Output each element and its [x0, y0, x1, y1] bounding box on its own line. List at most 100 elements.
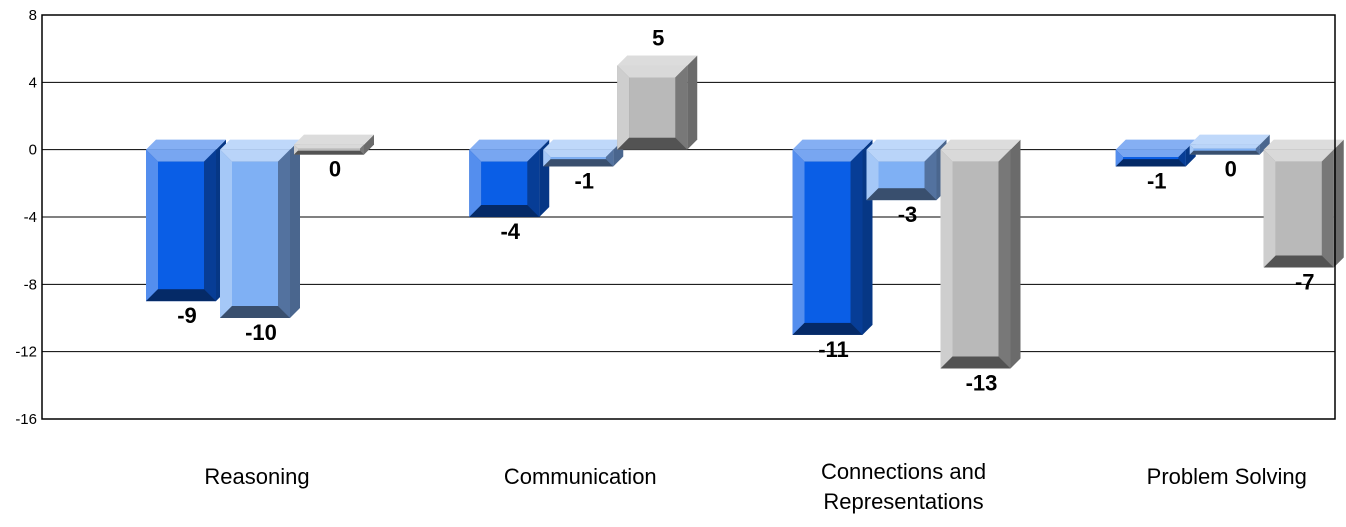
y-tick-label: 4	[29, 74, 37, 91]
bar-bevel-bottom	[940, 356, 1011, 369]
bar-bevel-top	[1189, 144, 1260, 149]
bar-bevel-left	[866, 149, 879, 201]
bar-bevel-top	[146, 149, 216, 162]
bar-side	[687, 55, 698, 150]
bar-bevel-right	[278, 149, 290, 318]
bar-bevel-left	[543, 149, 551, 167]
data-label: -10	[245, 320, 277, 345]
bar-bevel-bottom	[617, 137, 688, 150]
bar	[294, 134, 374, 155]
category-label-line: Problem Solving	[1147, 464, 1307, 489]
labels: 840-4-8-12-16-9-100Reasoning-4-15Communi…	[15, 7, 1314, 514]
category-label-line: Reasoning	[204, 464, 309, 489]
category-label: Problem Solving	[1147, 464, 1307, 489]
bar-side	[1010, 139, 1021, 369]
bar-bevel-top	[940, 149, 1011, 162]
bar-face	[481, 161, 528, 205]
bar-bevel-right	[1321, 149, 1334, 268]
bar-bevel-top	[220, 149, 290, 162]
bar	[543, 139, 624, 167]
bar-bevel-right	[850, 149, 863, 335]
data-label: -1	[1147, 169, 1167, 194]
bar-face	[629, 77, 676, 138]
category-label-line: Representations	[823, 489, 983, 514]
bar	[1263, 139, 1344, 268]
bar-side	[1333, 139, 1344, 268]
bar-bevel-left	[469, 149, 482, 217]
bar-bevel-top	[1115, 149, 1186, 158]
bar-bevel-right	[360, 144, 364, 155]
plot-frame	[41, 14, 1336, 420]
category-label-line: Connections and	[821, 459, 986, 484]
bar-face	[952, 161, 999, 357]
y-tick-label: 8	[29, 7, 37, 24]
bar-top	[1115, 139, 1196, 150]
bar-side	[290, 139, 300, 318]
bar-bevel-top	[469, 149, 540, 162]
bar-top	[146, 139, 226, 150]
bar-bevel-bottom	[543, 159, 614, 167]
bar-bevel-left	[1115, 149, 1124, 167]
y-tick-label: 0	[29, 142, 37, 159]
category-label: Connections and Representations	[821, 459, 986, 514]
bar-bevel-left	[1263, 149, 1276, 268]
data-label: -1	[574, 169, 594, 194]
y-tick-label: -12	[15, 344, 37, 361]
bar-bevel-top	[543, 149, 614, 158]
bar	[146, 139, 226, 302]
bar-bevel-top	[792, 149, 863, 162]
bar-top	[617, 55, 698, 66]
bar-face	[232, 161, 278, 306]
bar	[940, 139, 1021, 369]
bar-bevel-left	[294, 144, 298, 155]
y-tick-label: -8	[24, 276, 37, 293]
bar-bevel-bottom	[469, 205, 540, 217]
bar-bevel-right	[924, 149, 937, 201]
bar-side	[364, 134, 374, 155]
bar-bevel-top	[1263, 149, 1334, 162]
bar-face	[878, 161, 925, 189]
bar-top	[1189, 134, 1270, 145]
data-label: 0	[329, 157, 341, 182]
bars	[146, 55, 1344, 369]
bar-bevel-left	[940, 149, 953, 369]
bar-bevel-bottom	[1115, 159, 1186, 167]
bar-bevel-right	[204, 149, 216, 302]
bar-top	[940, 139, 1021, 150]
data-label: -9	[177, 303, 197, 328]
data-label: 5	[652, 26, 664, 51]
bar-bevel-bottom	[1189, 150, 1260, 155]
bar-bevel-right	[605, 149, 614, 167]
bar-side	[1259, 134, 1270, 155]
bar-bevel-right	[1255, 144, 1260, 155]
bar-top	[469, 139, 550, 150]
data-label: -13	[966, 371, 998, 396]
bar-bevel-left	[1189, 144, 1194, 155]
bar-bevel-top	[866, 149, 937, 162]
bar	[617, 55, 698, 150]
category-label: Reasoning	[204, 464, 309, 489]
bar-top	[294, 134, 374, 145]
bar-bevel-left	[146, 149, 158, 302]
bar-top	[1263, 139, 1344, 150]
bar-face	[550, 157, 606, 160]
bar	[866, 139, 947, 201]
bar-face	[804, 161, 851, 323]
bar-bevel-bottom	[1263, 255, 1334, 268]
bar-bevel-bottom	[792, 322, 863, 335]
bar	[792, 139, 873, 335]
bar	[220, 139, 300, 318]
category-label-line: Communication	[504, 464, 657, 489]
data-label: -7	[1295, 270, 1315, 295]
data-label: -11	[818, 337, 849, 362]
data-label: 0	[1225, 157, 1237, 182]
bar	[1189, 134, 1270, 155]
bar-bevel-left	[220, 149, 232, 318]
bar-bevel-bottom	[220, 306, 290, 318]
bar-bevel-left	[792, 149, 805, 335]
bar-top	[792, 139, 873, 150]
y-tick-label: -16	[15, 411, 37, 428]
bar-face	[1275, 161, 1322, 256]
